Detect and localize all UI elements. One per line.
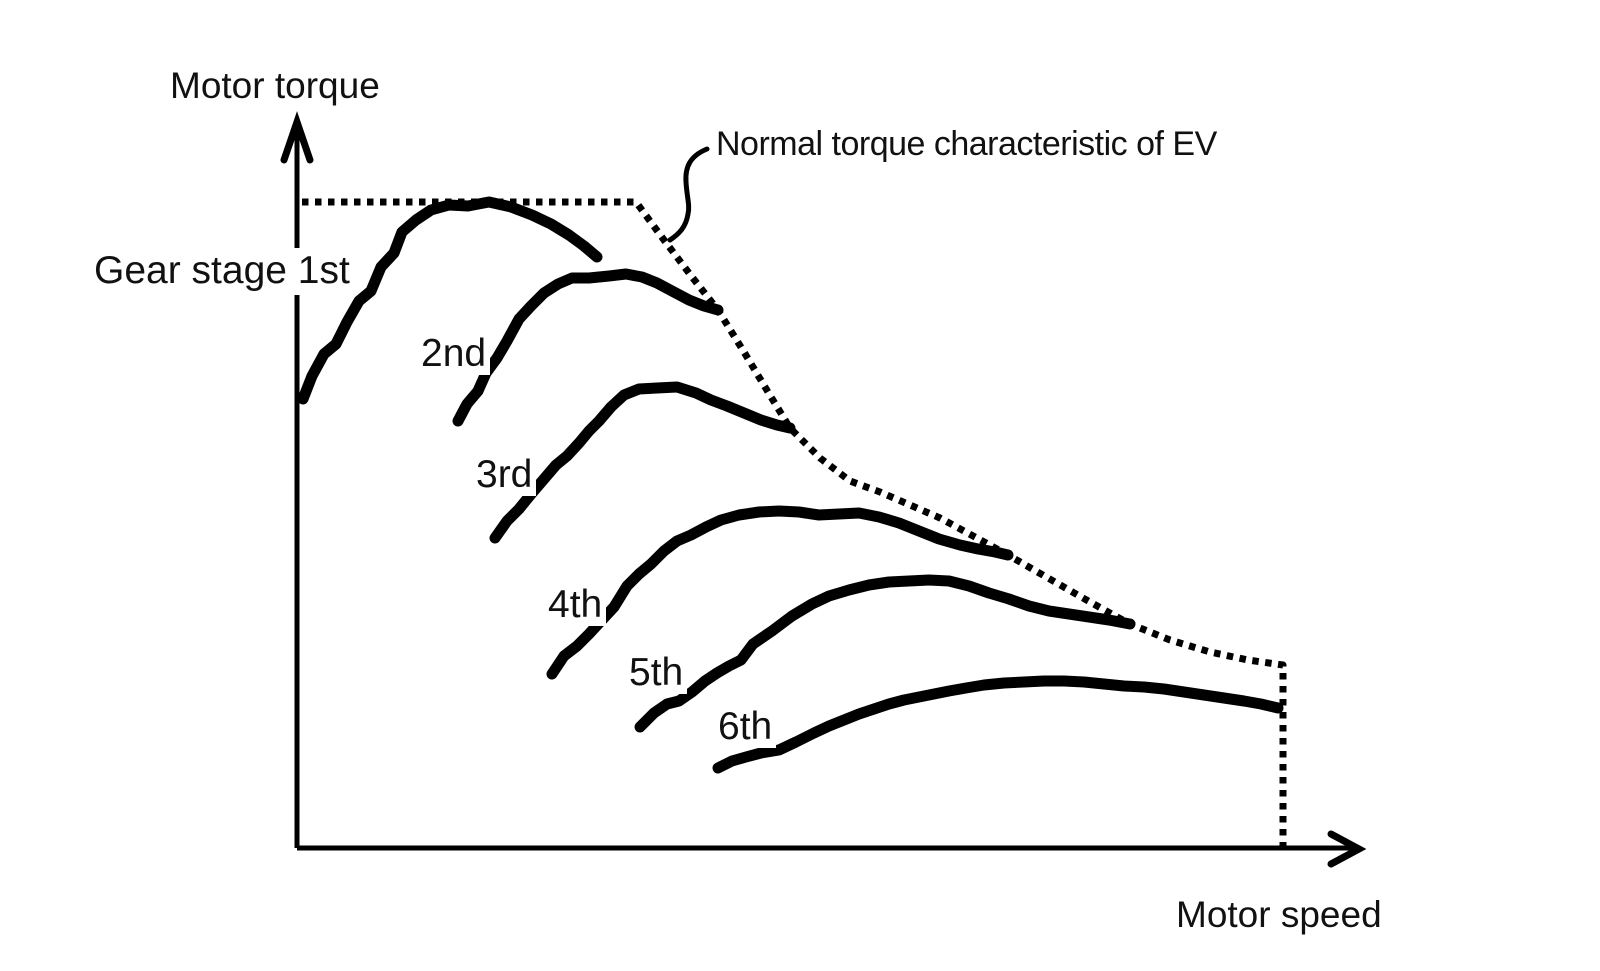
annotation-leader-line	[667, 146, 710, 243]
curve-label-6th: 6th	[714, 706, 777, 748]
ev-envelope-dotted-curve	[302, 198, 1287, 849]
y-axis-title: Motor torque	[170, 65, 380, 106]
curve-4th	[546, 505, 1014, 680]
y-axis-arrowhead	[280, 111, 314, 164]
gear-curves-group	[297, 196, 1284, 774]
curve-label-4th: 4th	[544, 584, 607, 626]
x-axis-arrowhead	[1327, 830, 1367, 868]
curve-3rd	[489, 381, 796, 544]
curve-label-2nd: 2nd	[417, 333, 491, 375]
curve-2nd	[452, 268, 724, 427]
x-axis-title: Motor speed	[1176, 894, 1382, 935]
curve-6th	[712, 675, 1284, 774]
curve-label-gear-stage-1st: Gear stage 1st	[88, 248, 356, 295]
curve-label-3rd: 3rd	[472, 454, 537, 496]
curve-gear-stage-1st	[297, 196, 603, 405]
curve-label-5th: 5th	[625, 652, 688, 694]
curve-5th	[634, 574, 1136, 733]
envelope-annotation-label: Normal torque characteristic of EV	[716, 125, 1217, 163]
